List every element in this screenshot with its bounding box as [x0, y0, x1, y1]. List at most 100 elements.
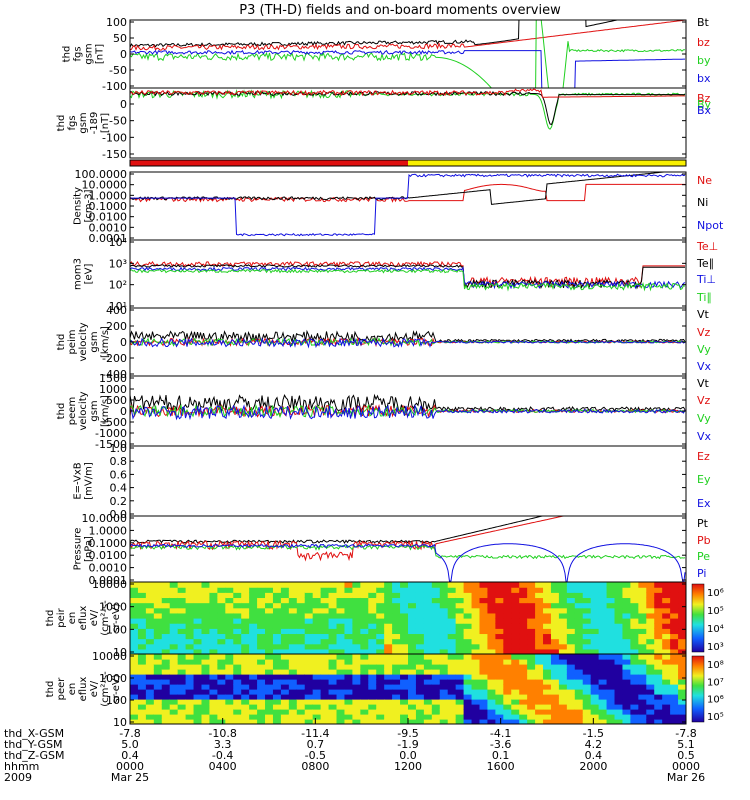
spectrogram-cell	[415, 699, 425, 705]
spectrogram-cell	[312, 587, 322, 593]
spectrogram-cell	[265, 714, 274, 720]
y-tick-label: 100	[106, 623, 127, 636]
spectrogram-cell	[217, 719, 226, 724]
spectrogram-cell	[622, 612, 631, 619]
spectrogram-cell	[471, 664, 481, 670]
spectrogram-cell	[582, 654, 592, 660]
spectrogram-cell	[368, 582, 377, 588]
spectrogram-cell	[606, 582, 616, 588]
y-axis-label: gsm	[89, 331, 100, 352]
spectrogram-cell	[447, 582, 457, 588]
spectrogram-cell	[463, 679, 473, 685]
spectrogram-cell	[336, 628, 346, 635]
spectrogram-cell	[296, 643, 306, 650]
spectrogram-cell	[360, 618, 369, 624]
spectrogram-cell	[217, 679, 226, 685]
spectrogram-cell	[288, 648, 298, 654]
spectrogram-cell	[654, 684, 663, 690]
spectrogram-cell	[169, 618, 179, 624]
spectrogram-cell	[431, 704, 441, 710]
spectrogram-cell	[217, 597, 226, 604]
spectrogram-cell	[574, 623, 584, 629]
spectrogram-cell	[352, 623, 361, 629]
spectrogram-cell	[265, 699, 274, 705]
spectrogram-cell	[296, 638, 306, 645]
spectrogram-cell	[598, 694, 608, 700]
spectrogram-cell	[145, 704, 155, 710]
spectrogram-cell	[447, 628, 457, 635]
spectrogram-cell	[209, 699, 218, 705]
spectrogram-cell	[177, 659, 187, 665]
spectrogram-cell	[511, 669, 520, 675]
x-axis-z-label: -0.5	[305, 749, 326, 762]
spectrogram-cell	[328, 648, 338, 654]
x-axis-row-label: thd_Z-GSM	[4, 749, 64, 762]
spectrogram-cell	[209, 664, 218, 670]
spectrogram-cell	[519, 628, 528, 635]
spectrogram-cell	[312, 684, 322, 690]
spectrogram-cell	[654, 669, 663, 675]
spectrogram-cell	[320, 612, 330, 619]
spectrogram-cell	[161, 612, 171, 619]
spectrogram-cell	[360, 704, 369, 710]
spectrogram-cell	[169, 643, 179, 650]
spectrogram-cell	[328, 592, 338, 599]
spectrogram-cell	[566, 643, 576, 650]
spectrogram-cell	[431, 623, 441, 629]
spectrogram-cell	[185, 694, 195, 700]
spectrogram-cell	[257, 602, 266, 609]
spectrogram-cell	[527, 612, 536, 619]
legend-Vy: Vy	[697, 412, 711, 425]
spectrogram-cell	[265, 674, 274, 680]
spectrogram-cell	[670, 612, 679, 619]
spectrogram-cell	[654, 582, 663, 588]
spectrogram-cell	[201, 602, 211, 609]
spectrogram-cell	[193, 714, 203, 720]
spectrogram-cell	[678, 618, 686, 624]
x-axis-time-label: 0000	[116, 760, 144, 773]
spectrogram-cell	[344, 648, 353, 654]
spectrogram-cell	[344, 689, 353, 695]
spectrogram-cell	[225, 704, 234, 710]
spectrogram-cell	[670, 709, 679, 715]
spectrogram-cell	[423, 694, 433, 700]
spectrogram-cell	[638, 699, 647, 705]
spectrogram-cell	[185, 674, 195, 680]
spectrogram-cell	[487, 704, 496, 710]
spectrogram-cell	[646, 654, 655, 660]
spectrogram-cell	[185, 612, 195, 619]
spectrogram-cell	[558, 664, 568, 670]
y-axis-label: fgs	[67, 115, 78, 130]
spectrogram-cell	[630, 694, 639, 700]
spectrogram-cell	[543, 654, 552, 660]
y-axis-label: thd	[56, 403, 67, 420]
spectrogram-cell	[598, 664, 608, 670]
spectrogram-cell	[614, 669, 624, 675]
spectrogram-cell	[217, 618, 226, 624]
spectrogram-cell	[598, 628, 608, 635]
spectrogram-cell	[487, 607, 496, 614]
pt-line	[130, 516, 545, 545]
x-axis-z-label: 0.4	[121, 749, 139, 762]
spectrogram-cell	[265, 618, 274, 624]
spectrogram-cell	[161, 582, 171, 588]
spectrogram-cell	[662, 679, 671, 685]
spectrogram-cell	[272, 612, 282, 619]
y-axis-label: [nT]	[95, 44, 106, 64]
spectrogram-cell	[535, 714, 544, 720]
spectrogram-cell	[130, 654, 139, 660]
spectrogram-cell	[535, 587, 544, 593]
spectrogram-cell	[519, 684, 528, 690]
spectrogram-cell	[384, 689, 393, 695]
spectrogram-cell	[447, 689, 457, 695]
spectrogram-cell	[574, 684, 584, 690]
spectrogram-cell	[670, 582, 679, 588]
spectrogram-cell	[550, 623, 560, 629]
spectrogram-cell	[408, 684, 417, 690]
spectrogram-cell	[137, 684, 147, 690]
spectrogram-cell	[241, 669, 250, 675]
spectrogram-cell	[392, 719, 401, 724]
spectrogram-cell	[455, 628, 465, 635]
spectrogram-cell	[352, 654, 361, 660]
spectrogram-cell	[415, 618, 425, 624]
